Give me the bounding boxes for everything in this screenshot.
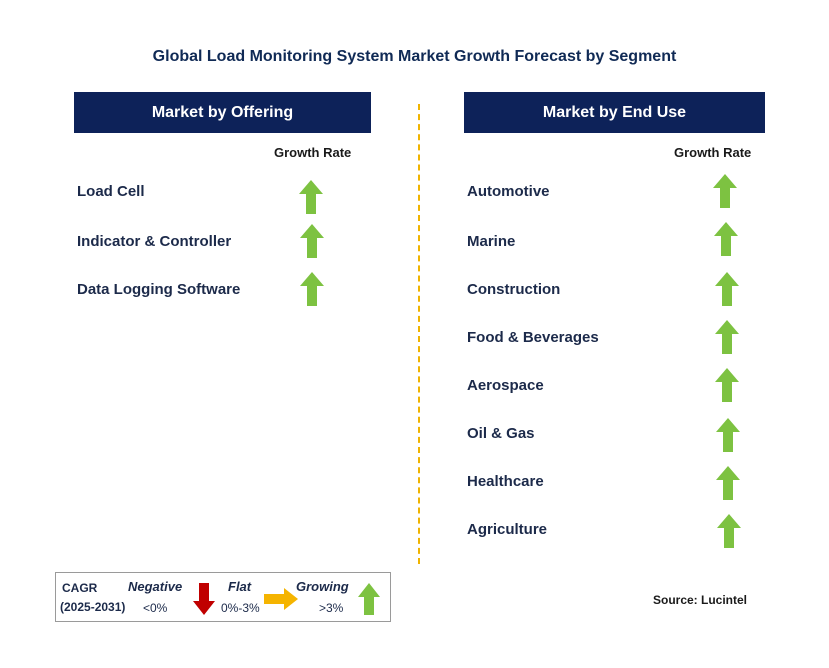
end-use-item-label: Automotive [467,183,550,200]
page-title: Global Load Monitoring System Market Gro… [152,48,677,65]
green-up-arrow-icon [714,222,738,256]
green-up-arrow-icon [717,514,741,548]
offering-growth-rate-label: Growth Rate [274,145,352,160]
green-up-arrow-icon [716,418,740,452]
legend-cagr-label: CAGR [62,581,98,595]
green-up-arrow-icon [358,583,380,615]
offering-item-label: Load Cell [77,183,145,200]
end-use-item-label: Agriculture [467,521,548,538]
legend-period: (2025-2031) [60,600,126,614]
end-use-item-label: Marine [467,233,516,250]
green-up-arrow-icon [299,180,323,214]
green-up-arrow-icon [300,224,324,258]
legend-growing-label: Growing [296,579,349,594]
green-up-arrow-icon [713,174,737,208]
orange-right-arrow-icon [264,588,298,610]
end-use-item-label: Oil & Gas [467,425,535,442]
end-use-item-label: Construction [467,281,561,298]
green-up-arrow-icon [716,466,740,500]
end-use-item-label: Food & Beverages [467,329,599,346]
source-label: Source: Lucintel [653,593,748,607]
green-up-arrow-icon [715,368,739,402]
legend-negative-range: <0% [143,601,168,615]
offering-item-label: Data Logging Software [77,281,241,298]
legend-flat-range: 0%-3% [221,601,260,615]
end-use-item-label: Aerospace [467,377,544,394]
panel-divider [418,104,420,564]
red-down-arrow-icon [193,583,215,615]
green-up-arrow-icon [300,272,324,306]
end-use-header: Market by End Use [464,92,765,133]
legend-flat-label: Flat [228,579,252,594]
offering-item-label: Indicator & Controller [77,233,232,250]
legend-growing-range: >3% [319,601,344,615]
cagr-legend: CAGR (2025-2031) Negative <0% Flat 0%-3%… [55,572,391,622]
end-use-item-label: Healthcare [467,473,544,490]
offering-header: Market by Offering [74,92,371,133]
end-use-growth-rate-label: Growth Rate [674,145,752,160]
green-up-arrow-icon [715,320,739,354]
legend-negative-label: Negative [128,579,183,594]
green-up-arrow-icon [715,272,739,306]
